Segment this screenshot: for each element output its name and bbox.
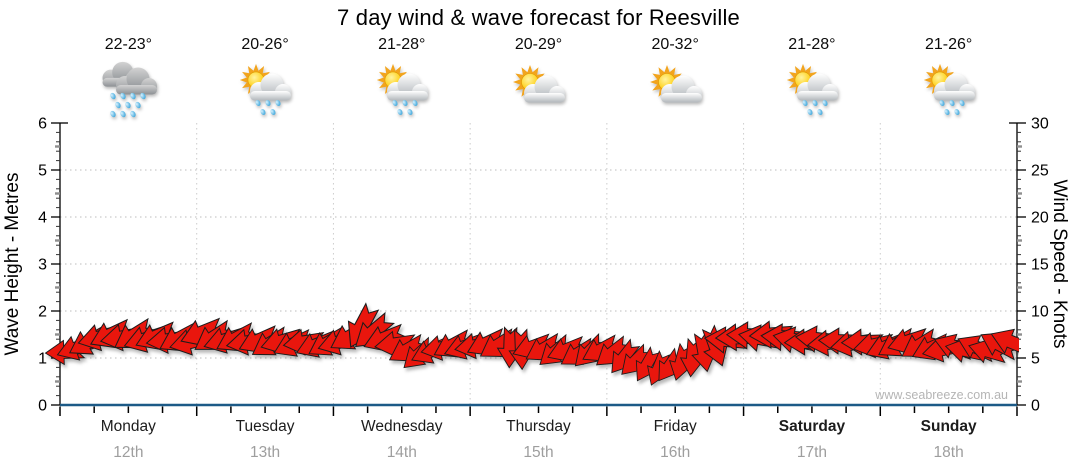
right-axis-tick-label: 25 — [1031, 163, 1049, 180]
sun-cloud-rain-icon — [239, 63, 292, 116]
right-axis-tick-label: 10 — [1031, 304, 1049, 321]
day-temp-range: 20-29° — [514, 36, 563, 53]
day-date: 17th — [796, 444, 827, 461]
sun-cloud-rain-icon — [786, 63, 838, 116]
day-name: Saturday — [778, 418, 846, 435]
day-column: 20-32° Friday 16th — [607, 36, 744, 468]
right-axis-tick-label: 15 — [1031, 257, 1049, 274]
right-axis-tick-label: 5 — [1031, 351, 1040, 368]
day-date: 14th — [386, 444, 417, 461]
right-axis-tick-label: 20 — [1031, 210, 1049, 227]
sun-cloud-icon — [649, 64, 703, 103]
day-temp-range: 21-28° — [788, 36, 836, 53]
day-name: Sunday — [920, 418, 977, 435]
day-column: 20-29° Thursday 15th — [470, 36, 607, 468]
day-column: 21-28° Wednesday 14th — [333, 36, 470, 468]
day-column: 21-28° Saturday 17th — [744, 36, 881, 468]
left-axis-tick-label: 6 — [38, 116, 47, 133]
watermark: www.seabreeze.com.au — [874, 388, 1008, 402]
day-date: 12th — [113, 444, 144, 461]
right-axis-tick-label: 0 — [1031, 398, 1040, 415]
day-name: Tuesday — [235, 418, 295, 435]
left-axis-tick-label: 0 — [38, 398, 47, 415]
axis-tick-labels: 0 1 2 3 4 5 6 0 5 10 15 20 25 30 — [38, 116, 1049, 415]
left-axis-tick-label: 3 — [38, 257, 47, 274]
day-temp-range: 21-28° — [378, 36, 426, 53]
day-column: 22-23° Monday 12th — [60, 36, 197, 468]
day-date: 18th — [933, 444, 964, 461]
left-axis-tick-label: 5 — [38, 163, 47, 180]
rain-icon — [102, 61, 158, 118]
day-name: Thursday — [506, 418, 571, 435]
left-axis-tick-label: 4 — [38, 210, 47, 227]
day-date: 13th — [249, 444, 281, 461]
day-name: Monday — [100, 418, 156, 435]
sun-cloud-rain-icon — [923, 63, 975, 116]
day-date: 16th — [660, 444, 691, 461]
day-name: Friday — [653, 418, 697, 435]
left-axis-tick-label: 1 — [38, 351, 47, 368]
day-temp-range: 20-32° — [651, 36, 699, 53]
day-column: 21-26° Sunday 18th — [880, 36, 1017, 468]
day-temp-range: 20-26° — [241, 36, 289, 53]
day-column: 20-26° Tuesday 13th — [197, 36, 334, 468]
day-temp-range: 22-23° — [104, 36, 153, 53]
right-axis-tick-label: 30 — [1031, 116, 1049, 133]
day-temp-range: 21-26° — [924, 36, 973, 53]
sun-cloud-icon — [513, 64, 566, 103]
day-date: 15th — [523, 444, 554, 461]
page-title: 7 day wind & wave forecast for Reesville — [337, 5, 740, 30]
sun-cloud-rain-icon — [376, 63, 428, 116]
left-axis-tick-label: 2 — [38, 304, 47, 321]
day-name: Wednesday — [360, 418, 443, 435]
